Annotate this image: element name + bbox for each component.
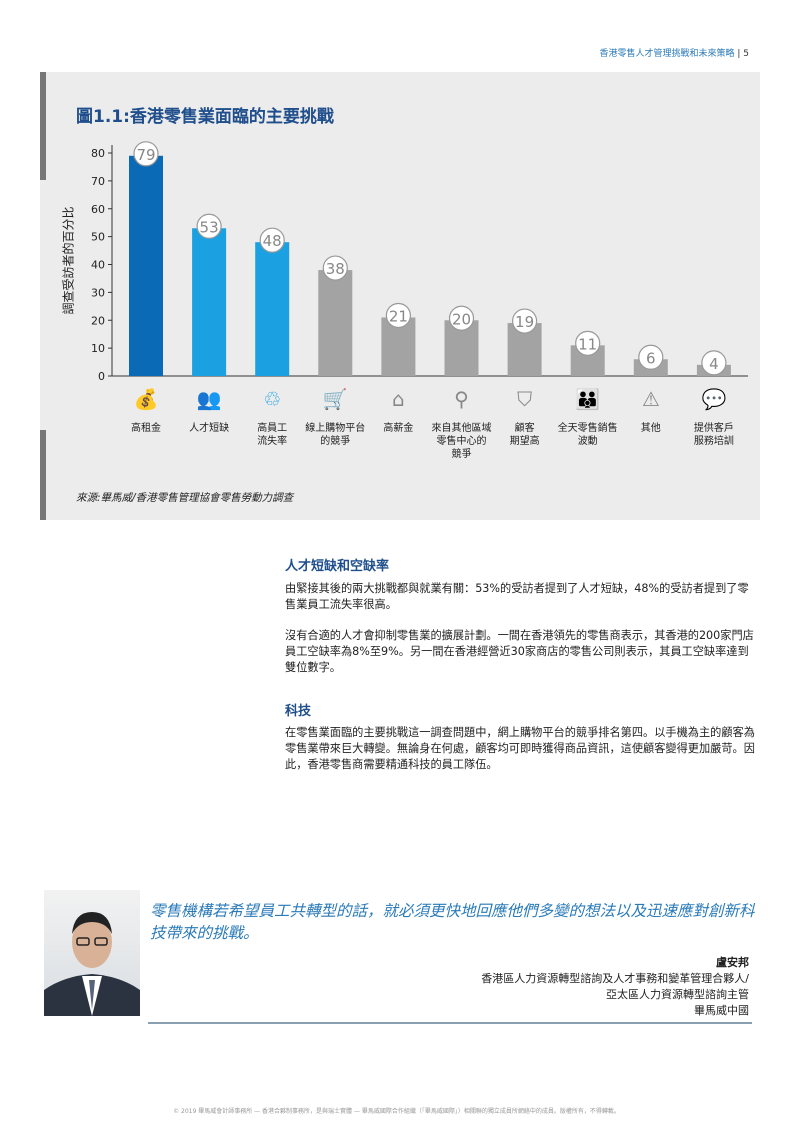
running-header: 香港零售人才管理挑戰和未來策略 | 5	[599, 49, 749, 59]
house-dollar-icon: ⌂	[392, 387, 405, 411]
data-label-bubble	[385, 302, 411, 329]
category-label: 提供客戶 服務培訓	[679, 422, 749, 448]
figure-source: 來源:畢馬威/香港零售管理協會零售勞動力調查	[76, 492, 294, 504]
figure-title: 圖1.1:香港零售業面臨的主要挑戰	[76, 107, 334, 127]
y-tick-label: 0	[98, 370, 105, 383]
y-tick-label: 20	[91, 314, 105, 327]
data-label-bubble	[511, 308, 538, 334]
shopping-cart-screen-icon: 🛒	[322, 387, 348, 411]
y-tick-label: 50	[91, 231, 105, 244]
footer-copyright: © 2019 畢馬威會計師事務所 — 香港合夥制事務所，是與瑞士實體 — 畢馬威…	[173, 1108, 620, 1115]
shield-check-icon: ⛉	[517, 387, 533, 411]
people-chat-icon: 💬	[701, 387, 727, 411]
category-label: 高薪金	[363, 422, 433, 435]
paragraph: 由緊接其後的兩大挑戰都與就業有關：53%的受訪者提到了人才短缺，48%的受訪者提…	[285, 582, 749, 611]
data-label: 48	[263, 232, 282, 250]
section-heading: 人才短缺和空缺率	[285, 559, 390, 574]
data-label: 20	[452, 310, 471, 328]
y-tick-label: 70	[91, 175, 105, 188]
category-label-line: 服務培訓	[693, 436, 734, 447]
data-label: 6	[646, 349, 656, 367]
bar-chart: 0 10 20 30 40 50 60 70 80 79 53 48 38 21 20 19 11 6 4	[91, 141, 748, 383]
y-tick-label: 40	[91, 259, 105, 272]
category-label: 高員工 流失率	[237, 422, 307, 448]
data-label-bubble	[575, 330, 601, 356]
category-label-line: 期望高	[509, 436, 540, 447]
page-number: 5	[743, 49, 749, 59]
section-heading: 科技	[285, 704, 312, 719]
warning-triangle-icon: ⚠	[641, 387, 660, 411]
category-label-line: 高租金	[131, 423, 161, 434]
bar	[255, 242, 290, 376]
data-label-bubble	[322, 255, 348, 281]
data-label: 19	[515, 313, 534, 331]
data-label-bubble	[448, 305, 475, 331]
data-label: 38	[326, 260, 345, 278]
accent-bar	[40, 430, 46, 520]
category-label-line: 顧客	[514, 423, 535, 434]
category-label: 來自其他區域 零售中心的競爭	[427, 422, 497, 461]
category-label-line: 線上購物平台	[305, 423, 366, 434]
category-label-line: 其他	[640, 423, 661, 434]
pull-quote: 零售機構若希望員工共轉型的話，就必須更快地回應他們多變的想法以及迅速應對創新科技…	[150, 902, 755, 942]
paragraph: 沒有合適的人才會抑制零售業的擴展計劃。一間在香港領先的零售商表示，其香港的200…	[285, 629, 754, 674]
data-label-bubble	[259, 227, 285, 253]
bar	[129, 155, 163, 376]
category-label: 其他	[616, 422, 686, 435]
person-org: 畢馬威中國	[694, 1004, 749, 1017]
y-tick-label: 60	[91, 203, 105, 216]
data-label-bubble	[638, 344, 664, 370]
category-label-line: 流失率	[257, 436, 288, 447]
people-cycle-icon: ♲	[263, 387, 282, 411]
category-label-line: 人才短缺	[189, 423, 230, 434]
crowd-icon: 👪	[575, 387, 601, 411]
coins-hand-icon: 💰	[133, 387, 159, 411]
person-name: 盧安邦	[716, 956, 749, 969]
people-group-icon: 👥	[196, 387, 222, 411]
paragraph: 在零售業面臨的主要挑戰這一調查問題中，網上購物平台的競爭排名第四。以手機為主的顧…	[285, 726, 755, 771]
person-title: 亞太區人力資源轉型諮詢主管	[606, 988, 749, 1001]
data-label: 4	[709, 355, 719, 373]
divider	[148, 1022, 752, 1024]
y-tick-label: 80	[91, 147, 105, 160]
location-pin-icon: ⚲	[454, 387, 469, 411]
category-label-line: 高員工	[257, 423, 288, 434]
accent-bar	[40, 72, 46, 180]
quote-attribution: 盧安邦 香港區人力資源轉型諮詢及人才事務和變革管理合夥人/ 亞太區人力資源轉型諮…	[481, 955, 749, 1019]
category-label-line: 來自其他區域	[431, 423, 492, 434]
category-label-line: 提供客戶	[693, 423, 734, 434]
category-label-line: 的競爭	[320, 436, 351, 447]
category-label-line: 零售中心的	[436, 436, 487, 447]
category-label: 高租金	[111, 422, 181, 435]
bar	[318, 270, 353, 376]
person-title: 香港區人力資源轉型諮詢及人才事務和變革管理合夥人/	[481, 972, 749, 985]
y-tick-label: 10	[91, 342, 105, 355]
data-label: 79	[136, 146, 155, 164]
bar	[192, 228, 227, 376]
data-label: 11	[578, 335, 597, 353]
category-label: 線上購物平台 的競爭	[300, 422, 370, 448]
data-label: 21	[389, 307, 408, 325]
category-label-line: 競爭	[451, 449, 472, 460]
data-label-bubble	[196, 213, 222, 239]
data-label-bubble	[701, 350, 727, 376]
category-label-line: 波動	[577, 436, 598, 447]
category-label-line: 高薪金	[383, 423, 414, 434]
portrait-photo	[44, 890, 140, 1016]
category-label: 全天零售銷售 波動	[553, 422, 623, 448]
data-label-bubble	[133, 141, 159, 167]
category-label: 顧客 期望高	[490, 422, 560, 448]
data-label: 53	[200, 218, 219, 236]
y-tick-label: 30	[91, 286, 105, 299]
category-label-line: 全天零售銷售	[557, 423, 618, 434]
category-label: 人才短缺	[174, 422, 244, 435]
